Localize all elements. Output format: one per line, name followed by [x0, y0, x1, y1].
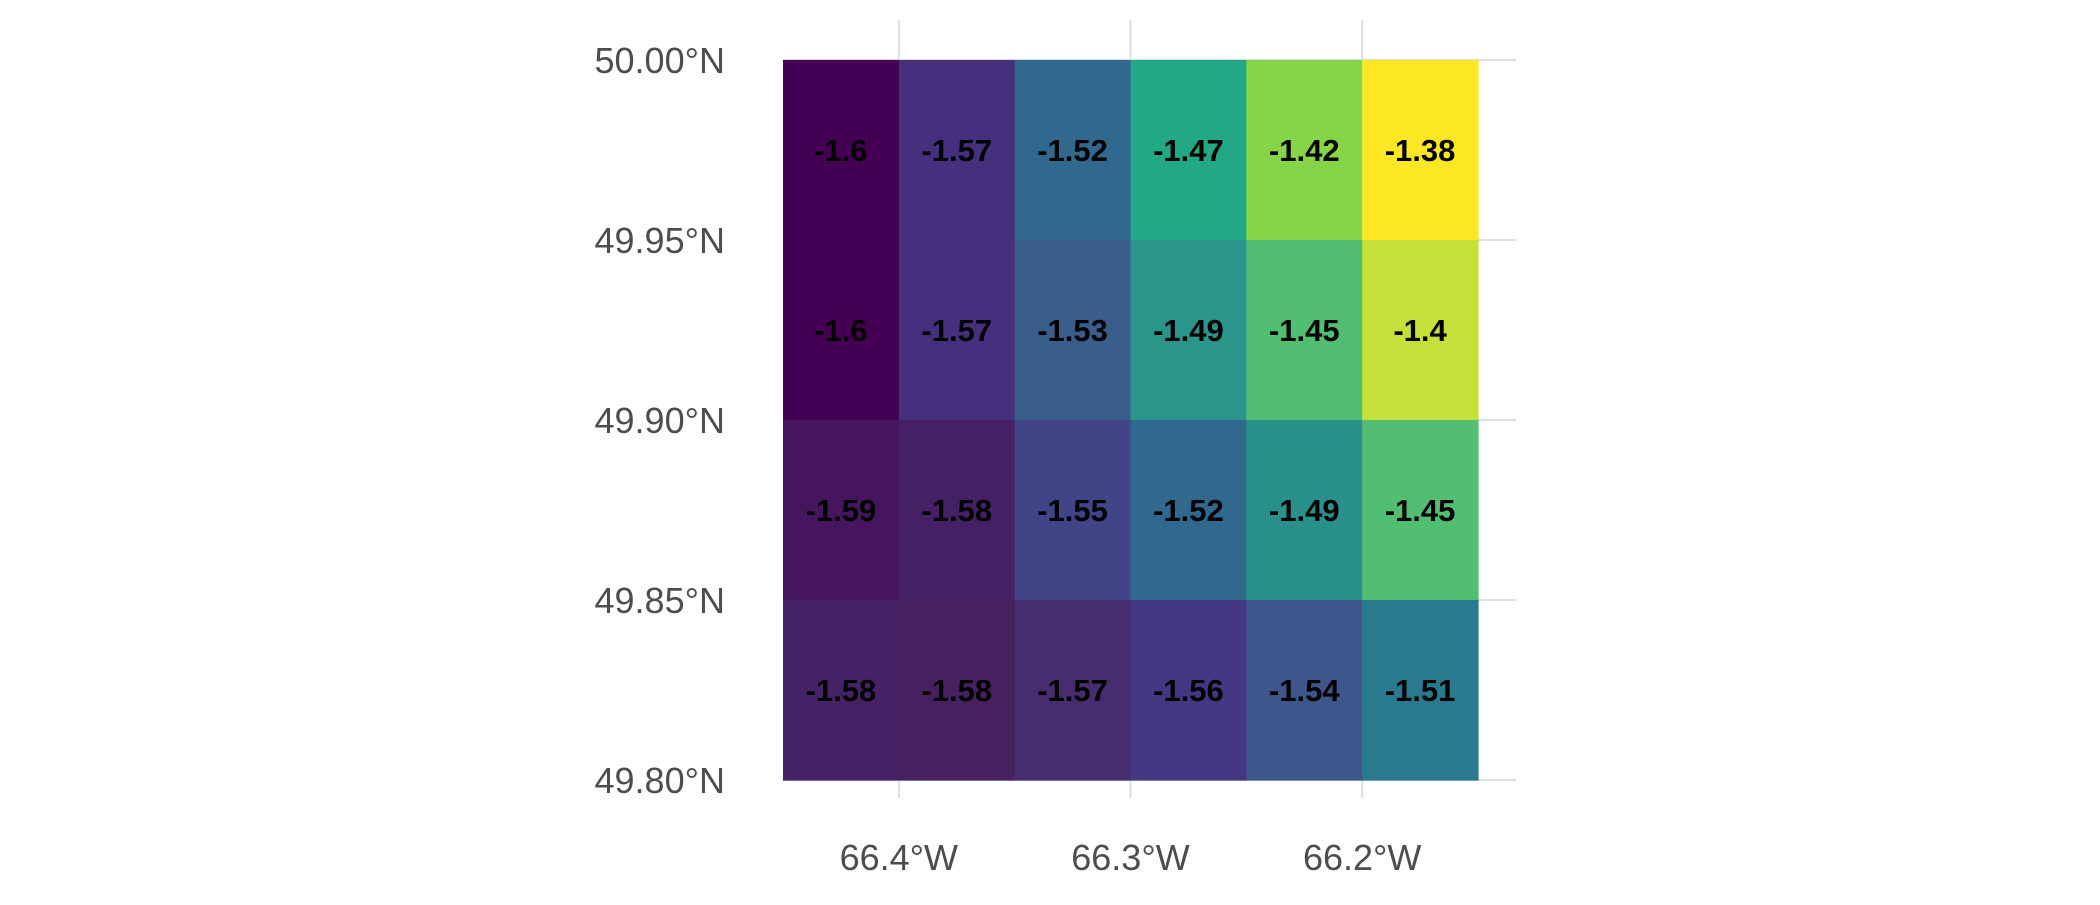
y-tick-label: 50.00°N [595, 40, 725, 81]
heatmap-cell [1362, 420, 1479, 601]
heatmap-cell [1246, 60, 1363, 241]
heatmap-cell [1130, 420, 1247, 601]
x-tick-label: 66.2°W [1303, 837, 1421, 878]
cell-value-label: -1.45 [1269, 313, 1340, 348]
cell-value-label: -1.57 [921, 133, 992, 168]
heatmap-cell [783, 420, 900, 601]
cell-value-label: -1.55 [1037, 493, 1108, 528]
heatmap-cell [1246, 240, 1363, 421]
heatmap-cell [898, 240, 1016, 421]
heatmap-cell [898, 600, 1016, 781]
y-tick-label: 49.80°N [595, 760, 725, 801]
cell-value-label: -1.59 [806, 493, 877, 528]
heatmap-cell [1362, 60, 1479, 241]
cell-value-label: -1.52 [1037, 133, 1108, 168]
heatmap-cell [1246, 420, 1363, 601]
y-axis: 50.00°N 49.95°N 49.90°N 49.85°N 49.80°N [595, 40, 725, 801]
cell-value-label: -1.45 [1385, 493, 1456, 528]
heatmap-cell [898, 420, 1016, 601]
cell-value-label: -1.6 [814, 313, 867, 348]
heatmap-cell [1130, 600, 1247, 781]
cell-value-label: -1.49 [1153, 313, 1224, 348]
x-axis: 66.4°W 66.3°W 66.2°W [840, 837, 1422, 878]
heatmap-cell [1362, 240, 1479, 421]
y-tick-label: 49.85°N [595, 580, 725, 621]
cell-value-label: -1.56 [1153, 673, 1224, 708]
heatmap-cell [1014, 60, 1132, 241]
cell-layer [783, 60, 1479, 781]
cell-value-label: -1.38 [1385, 133, 1456, 168]
cell-value-label: -1.53 [1037, 313, 1108, 348]
cell-value-label: -1.47 [1153, 133, 1224, 168]
heatmap-cell [1014, 240, 1132, 421]
value-label-layer: -1.6 -1.57 -1.52 -1.47 -1.42 -1.38 -1.6 -1.57 -1… [806, 133, 1456, 708]
cell-value-label: -1.51 [1385, 673, 1456, 708]
cell-value-label: -1.49 [1269, 493, 1340, 528]
x-tick-label: 66.3°W [1071, 837, 1189, 878]
y-tick-label: 49.90°N [595, 400, 725, 441]
cell-value-label: -1.6 [814, 133, 867, 168]
heatmap-cell [898, 60, 1016, 241]
heatmap-cell [783, 240, 900, 421]
heatmap-cell [783, 60, 900, 241]
heatmap-cell [1246, 600, 1363, 781]
heatmap-cell [1014, 420, 1132, 601]
y-tick-label: 49.95°N [595, 220, 725, 261]
heatmap-cell [783, 600, 900, 781]
heatmap-cell [1130, 240, 1247, 421]
cell-value-label: -1.54 [1269, 673, 1340, 708]
cell-value-label: -1.4 [1393, 313, 1447, 348]
cell-value-label: -1.57 [1037, 673, 1108, 708]
cell-value-label: -1.58 [806, 673, 877, 708]
heatmap-cell [1014, 600, 1132, 781]
cell-value-label: -1.42 [1269, 133, 1340, 168]
x-tick-label: 66.4°W [840, 837, 958, 878]
cell-value-label: -1.52 [1153, 493, 1224, 528]
cell-value-label: -1.57 [921, 313, 992, 348]
cell-value-label: -1.58 [921, 673, 992, 708]
heatmap-cell [1130, 60, 1247, 241]
cell-value-label: -1.58 [921, 493, 992, 528]
heatmap-cell [1362, 600, 1479, 781]
